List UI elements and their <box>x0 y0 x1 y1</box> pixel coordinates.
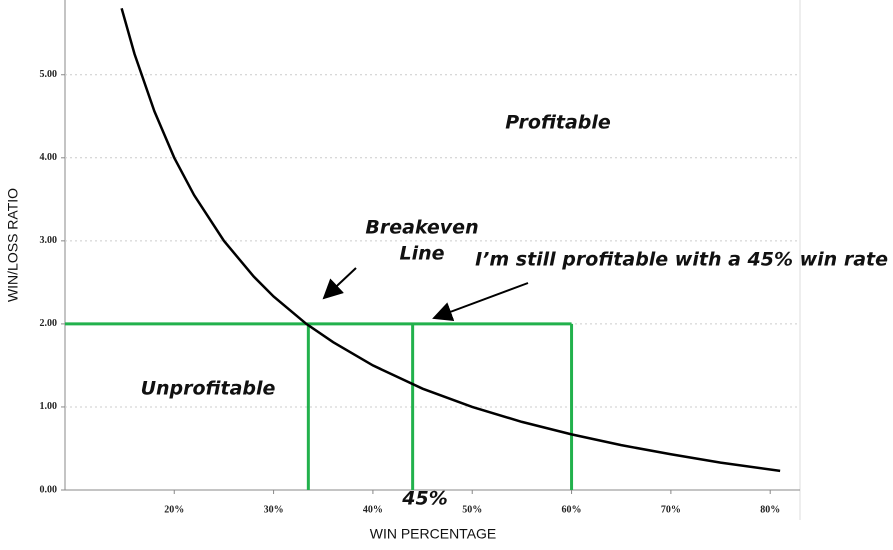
annotation: Profitable <box>505 112 611 134</box>
x-tick-label: 50% <box>462 504 482 515</box>
y-tick-label: 4.00 <box>40 152 58 163</box>
annotation: I’m still profitable with a 45% win rate <box>475 249 888 271</box>
y-tick-label: 5.00 <box>40 69 58 80</box>
annotation: Line <box>399 243 444 265</box>
arrow <box>432 282 529 322</box>
annotation: Breakeven <box>365 217 478 239</box>
y-tick-label: 2.00 <box>40 318 58 329</box>
x-tick-label: 60% <box>562 504 582 515</box>
annotation: Unprofitable <box>141 378 276 400</box>
x-tick-label: 80% <box>760 504 780 515</box>
y-tick-label: 1.00 <box>40 401 58 412</box>
annotation: 45% <box>401 488 447 510</box>
arrow <box>322 267 357 300</box>
x-tick-label: 20% <box>164 504 184 515</box>
x-axis-label: WIN PERCENTAGE <box>370 526 497 542</box>
x-tick-label: 40% <box>363 504 383 515</box>
y-tick-label: 0.00 <box>40 484 58 495</box>
y-axis-label: WIN/LOSS RATIO <box>5 188 21 302</box>
plot-background <box>0 0 800 520</box>
y-tick-label: 3.00 <box>40 235 58 246</box>
x-tick-label: 30% <box>264 504 284 515</box>
x-tick-label: 70% <box>661 504 681 515</box>
breakeven-line <box>120 7 781 473</box>
